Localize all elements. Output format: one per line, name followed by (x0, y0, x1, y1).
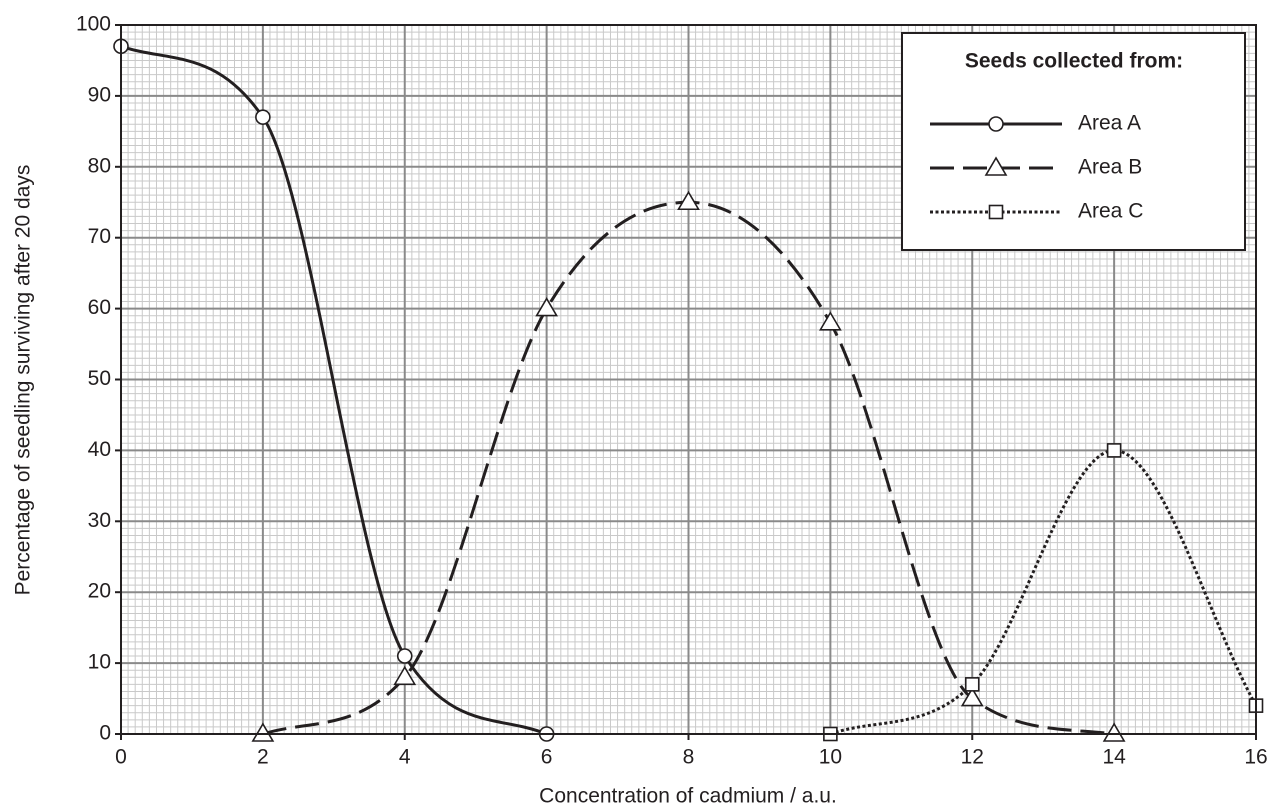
marker (988, 116, 1004, 132)
y-tick-label: 80 (88, 154, 111, 177)
x-axis-title: Concentration of cadmium / a.u. (539, 785, 837, 808)
legend-box (901, 32, 1246, 251)
marker (255, 109, 271, 125)
series-line (120, 44, 548, 736)
legend-label: Area B (1078, 156, 1142, 179)
legend-title: Seeds collected from: (965, 50, 1183, 73)
y-tick-label: 0 (99, 722, 111, 745)
y-tick-label: 10 (88, 651, 111, 674)
y-tick-label: 100 (76, 13, 111, 36)
y-tick-label: 90 (88, 83, 111, 106)
legend-label: Area C (1078, 200, 1143, 223)
series-line (829, 448, 1258, 736)
x-tick-label: 2 (257, 746, 269, 769)
y-tick-label: 40 (88, 438, 111, 461)
y-axis-title: Percentage of seedling surviving after 2… (12, 165, 35, 596)
x-tick-label: 12 (961, 746, 984, 769)
marker (960, 686, 984, 707)
plot (113, 38, 1264, 742)
marker (393, 665, 417, 686)
x-tick-label: 4 (399, 746, 411, 769)
marker (988, 204, 1004, 220)
y-tick-label: 30 (88, 509, 111, 532)
marker (251, 722, 275, 742)
x-tick-label: 0 (115, 746, 127, 769)
y-tick-label: 60 (88, 296, 111, 319)
marker (818, 311, 842, 331)
marker (1106, 443, 1122, 458)
x-tick-label: 16 (1244, 746, 1267, 769)
marker (535, 297, 559, 317)
y-tick-label: 70 (88, 225, 111, 248)
marker (964, 677, 980, 692)
x-tick-label: 10 (819, 746, 842, 769)
x-tick-label: 14 (1102, 746, 1126, 769)
y-tick-label: 20 (88, 580, 111, 603)
x-tick-label: 8 (683, 746, 695, 769)
legend: Seeds collected from: Area A Area B Area C (901, 32, 1246, 251)
marker (396, 648, 413, 664)
marker (677, 190, 700, 211)
y-tick-label: 50 (88, 367, 111, 390)
legend-label: Area A (1078, 112, 1141, 135)
marker (1102, 722, 1126, 742)
plot-frame (120, 24, 1257, 735)
x-tick-label: 6 (541, 746, 553, 769)
marker (984, 156, 1008, 176)
